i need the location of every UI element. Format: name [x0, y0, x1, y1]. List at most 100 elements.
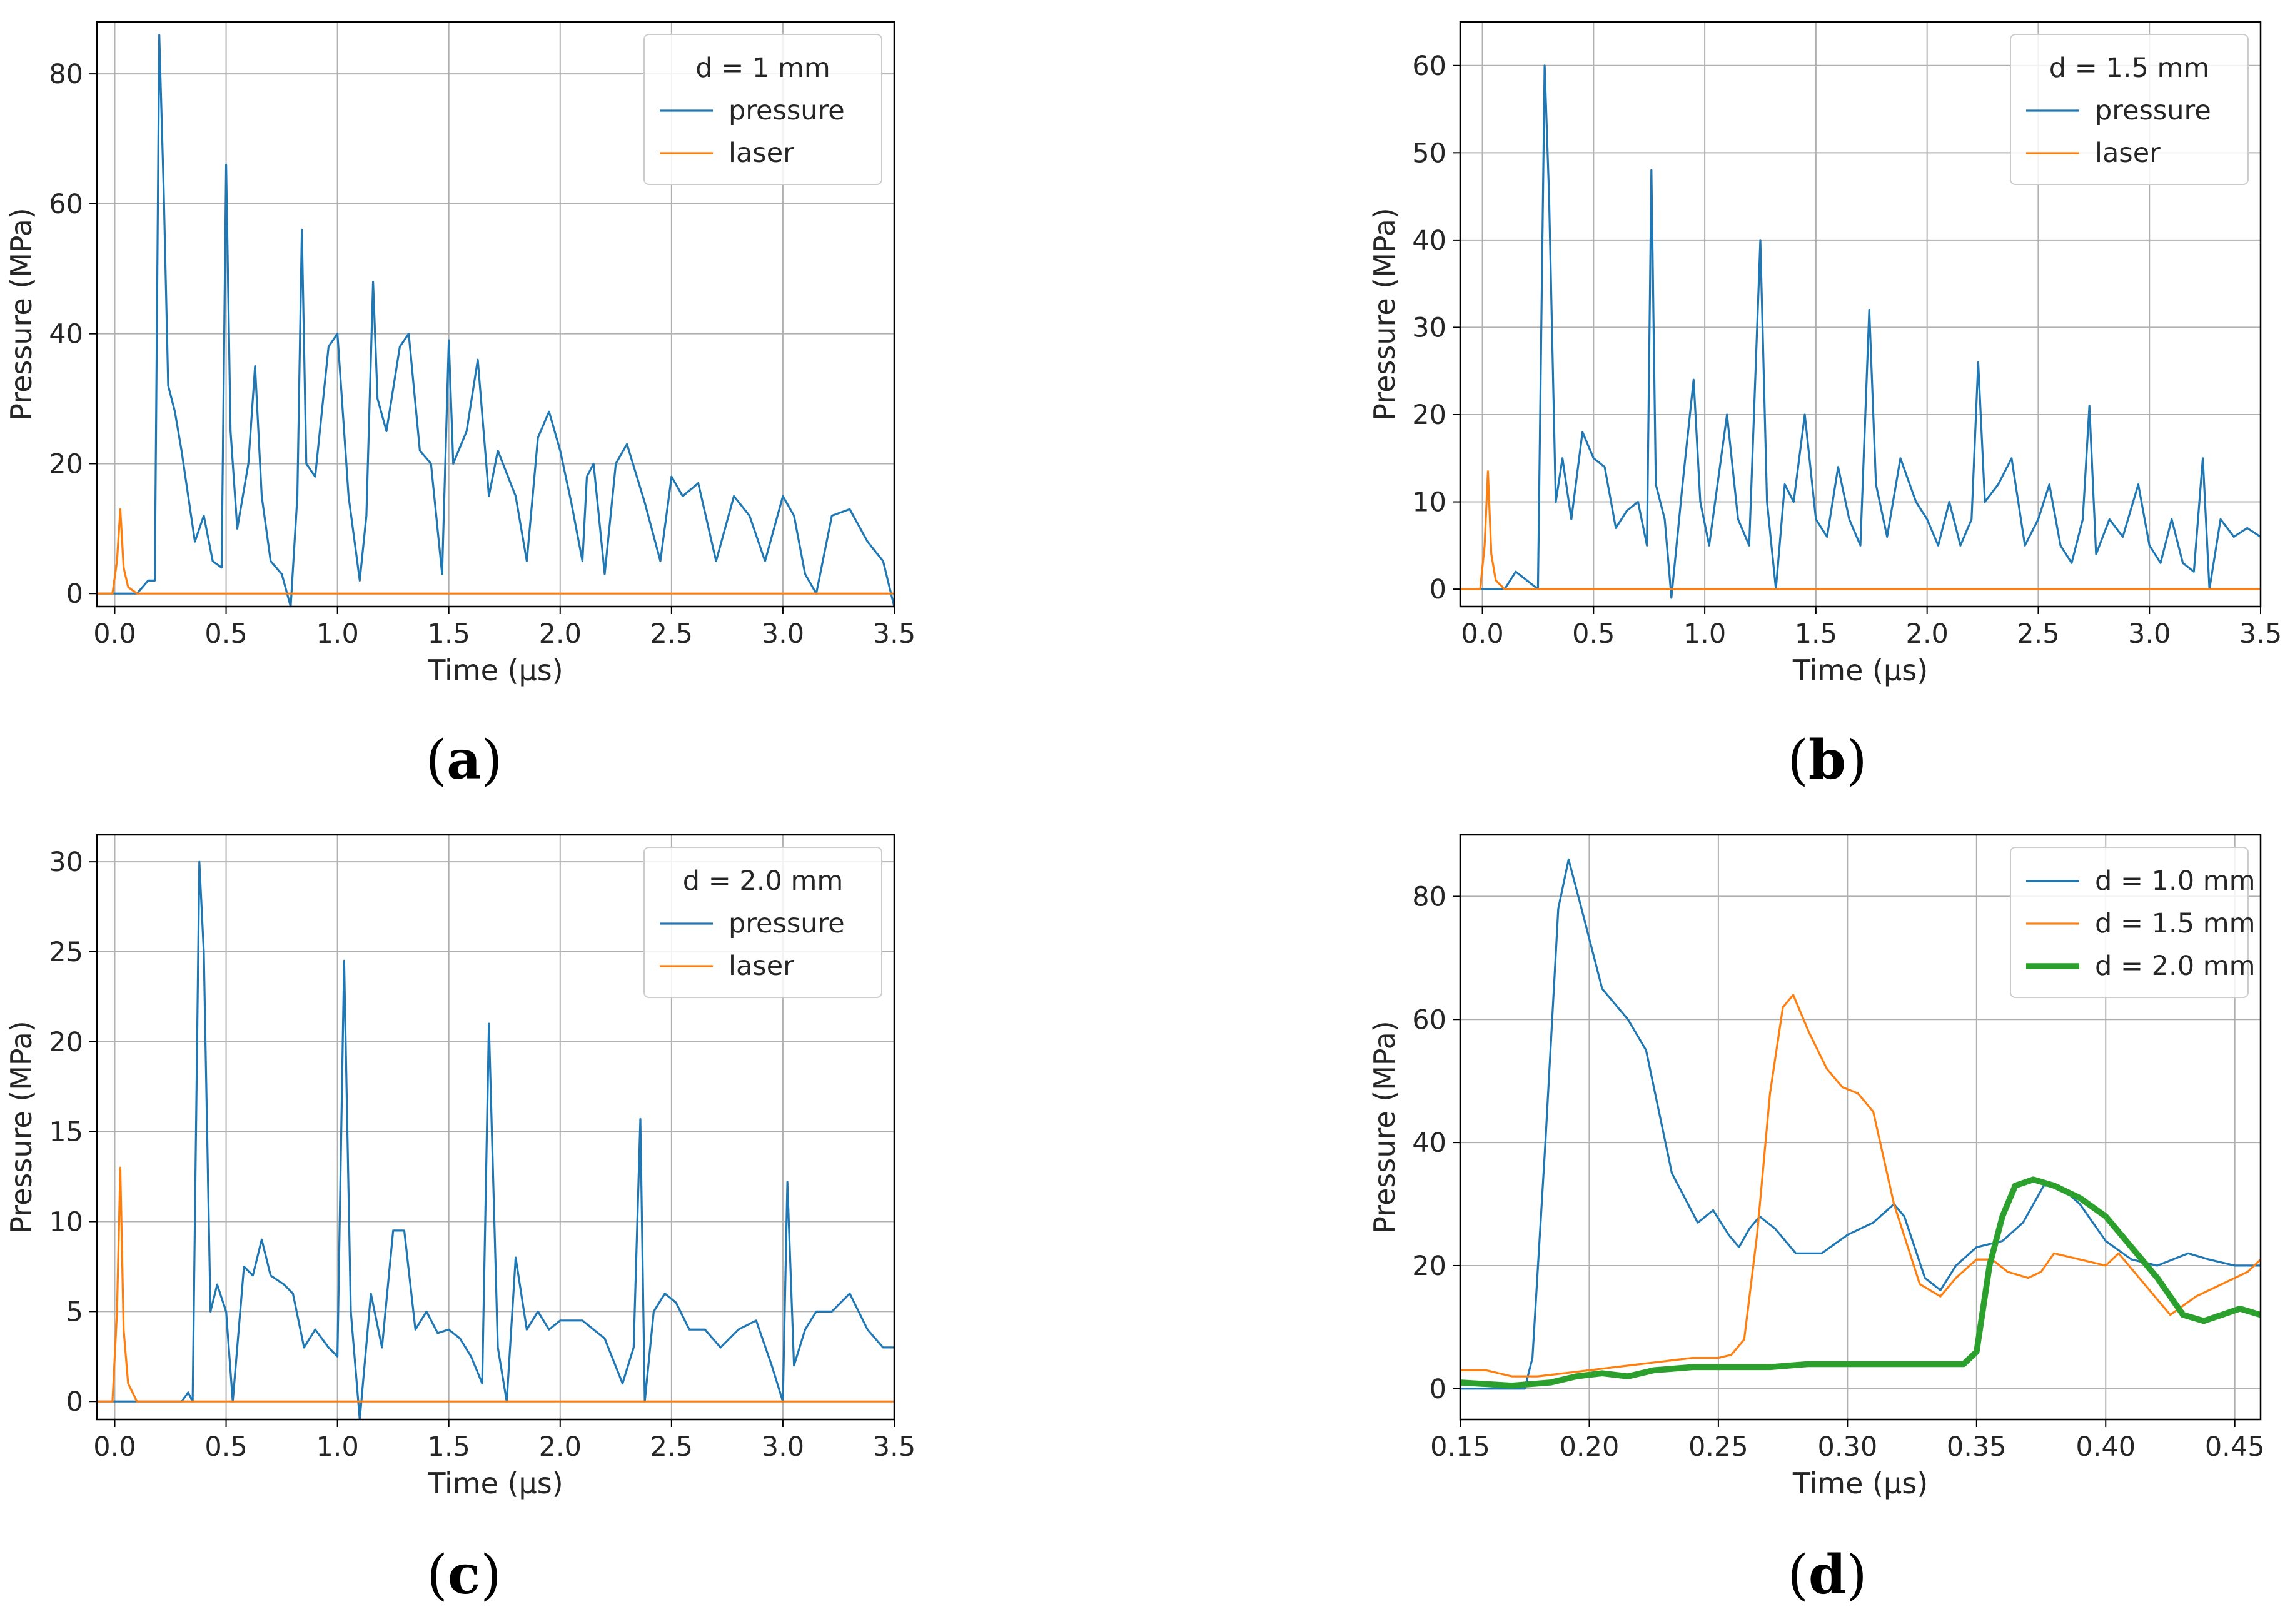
chart-a: 0.0 0.5 1.0 1.5 2.0 2.5 3.0 3.5 0 20 40 60 80 Time (μ…	[4, 21, 915, 687]
legend-box-b	[2010, 34, 2249, 185]
xtick-label-b-0: 0.0	[1461, 618, 1503, 650]
legend-entry-b-0: pressure	[2095, 95, 2211, 126]
ytick-label-b-1: 10	[1412, 487, 1446, 518]
series-line-b-0	[1460, 64, 2261, 599]
chart-b: 0.0 0.5 1.0 1.5 2.0 2.5 3.0 3.5 0 10 20 30 40 50 60 Tim…	[1368, 21, 2282, 687]
panel-label-b: (b)	[1787, 729, 1867, 792]
xtick-label-a-3: 1.5	[428, 618, 470, 650]
legend-entry-c-0: pressure	[729, 908, 845, 939]
series-line-d-1	[1460, 994, 2261, 1378]
xtick-label-d-2: 0.25	[1688, 1431, 1748, 1463]
xtick-label-b-6: 3.0	[2128, 618, 2171, 650]
xtick-label-a-6: 3.0	[762, 618, 804, 650]
legend-c: d = 2.0 mm pressure laser	[643, 847, 882, 998]
legend-entry-d-1: d = 1.5 mm	[2095, 908, 2256, 939]
series-line-a-1	[97, 508, 894, 595]
ytick-label-a-4: 80	[49, 59, 83, 90]
y-axis-label-b: Pressure (MPa)	[1368, 208, 1401, 421]
x-axis-label-c: Time (μs)	[427, 1466, 563, 1500]
ytick-label-c-4: 20	[49, 1027, 83, 1058]
axes-frame-d	[1459, 834, 2262, 1421]
series-line-d-0	[1460, 858, 2261, 1390]
xtick-label-b-4: 2.0	[1905, 618, 1948, 650]
xtick-label-b-5: 2.5	[2017, 618, 2059, 650]
axes-frame-c	[96, 834, 895, 1421]
legend-a: d = 1 mm pressure laser	[643, 34, 882, 185]
legend-title-c: d = 2.0 mm	[683, 865, 844, 897]
xtick-label-a-5: 2.5	[650, 618, 693, 650]
x-axis-label-b: Time (μs)	[1792, 653, 1928, 687]
y-axis-label-c: Pressure (MPa)	[4, 1021, 38, 1234]
xtick-label-d-3: 0.30	[1817, 1431, 1877, 1463]
ytick-label-c-6: 30	[49, 847, 83, 878]
series-line-c-1	[97, 1166, 894, 1403]
chart-d: 0.15 0.20 0.25 0.30 0.35 0.40 0.45 0 20 40 60 80 Tim…	[1368, 834, 2265, 1500]
ytick-label-b-0: 0	[1430, 574, 1446, 605]
ytick-label-d-2: 40	[1412, 1127, 1446, 1159]
panel-label-c: (c)	[426, 1543, 502, 1606]
ytick-label-b-5: 50	[1412, 138, 1446, 169]
xtick-label-b-3: 1.5	[1795, 618, 1837, 650]
xtick-label-c-4: 2.0	[539, 1431, 582, 1463]
series-group-a	[97, 34, 894, 607]
xtick-label-b-2: 1.0	[1683, 618, 1726, 650]
ytick-label-d-4: 80	[1412, 881, 1446, 912]
xtick-label-c-1: 0.5	[204, 1431, 247, 1463]
ytick-label-a-3: 60	[49, 189, 83, 220]
xtick-label-a-4: 2.0	[539, 618, 582, 650]
xtick-label-c-6: 3.0	[762, 1431, 804, 1463]
legend-box-d	[2010, 847, 2249, 998]
legend-d: d = 1.0 mm d = 1.5 mm d = 2.0 mm	[2010, 847, 2256, 998]
ytick-label-b-2: 20	[1412, 400, 1446, 431]
legend-box-a	[643, 34, 882, 185]
panel-label-a: (a)	[425, 729, 503, 792]
xtick-label-a-2: 1.0	[316, 618, 358, 650]
series-line-d-2	[1460, 1176, 2261, 1389]
xtick-label-b-7: 3.5	[2239, 618, 2282, 650]
xtick-label-d-1: 0.20	[1560, 1431, 1620, 1463]
xtick-label-a-1: 0.5	[204, 618, 247, 650]
ytick-label-a-1: 20	[49, 448, 83, 480]
ytick-label-b-3: 30	[1412, 312, 1446, 343]
legend-box-c	[643, 847, 882, 998]
xtick-label-d-0: 0.15	[1430, 1431, 1490, 1463]
xtick-label-c-3: 1.5	[428, 1431, 470, 1463]
legend-entry-b-1: laser	[2095, 138, 2161, 169]
xtick-label-c-5: 2.5	[650, 1431, 693, 1463]
legend-b: d = 1.5 mm pressure laser	[2010, 34, 2249, 185]
series-line-c-0	[97, 860, 894, 1420]
x-axis-label-a: Time (μs)	[427, 653, 563, 687]
xtick-label-d-4: 0.35	[1947, 1431, 2007, 1463]
axes-frame-a	[96, 21, 895, 608]
y-axis-label-a: Pressure (MPa)	[4, 208, 38, 421]
legend-entry-c-1: laser	[729, 951, 794, 982]
ytick-label-c-3: 15	[49, 1117, 83, 1148]
ytick-label-c-1: 5	[66, 1296, 83, 1328]
xtick-label-b-1: 0.5	[1572, 618, 1615, 650]
legend-entry-d-0: d = 1.0 mm	[2095, 865, 2256, 897]
ytick-label-b-4: 40	[1412, 225, 1446, 256]
xtick-label-c-0: 0.0	[93, 1431, 136, 1463]
series-group-d	[1460, 858, 2261, 1390]
xtick-label-d-5: 0.40	[2076, 1431, 2136, 1463]
chart-c: 0.0 0.5 1.0 1.5 2.0 2.5 3.0 3.5 0 5 10 15 20 25 30 Time…	[4, 834, 915, 1500]
ytick-label-c-2: 10	[49, 1207, 83, 1238]
legend-entry-a-1: laser	[729, 138, 794, 169]
series-line-a-0	[97, 34, 894, 607]
ytick-label-c-0: 0	[66, 1386, 83, 1418]
xtick-label-c-2: 1.0	[316, 1431, 358, 1463]
legend-title-a: d = 1 mm	[695, 53, 830, 84]
series-line-b-1	[1460, 470, 2261, 590]
x-axis-label-d: Time (μs)	[1792, 1466, 1928, 1500]
legend-entry-d-2: d = 2.0 mm	[2095, 951, 2256, 982]
panel-label-d: (d)	[1787, 1543, 1867, 1606]
ytick-label-d-3: 60	[1412, 1004, 1446, 1036]
xtick-label-a-0: 0.0	[93, 618, 136, 650]
xtick-label-d-6: 0.45	[2205, 1431, 2265, 1463]
y-axis-label-d: Pressure (MPa)	[1368, 1021, 1401, 1234]
axes-frame-b	[1459, 21, 2262, 608]
ytick-label-a-2: 40	[49, 319, 83, 350]
ytick-label-c-5: 25	[49, 937, 83, 968]
xtick-label-c-7: 3.5	[873, 1431, 915, 1463]
